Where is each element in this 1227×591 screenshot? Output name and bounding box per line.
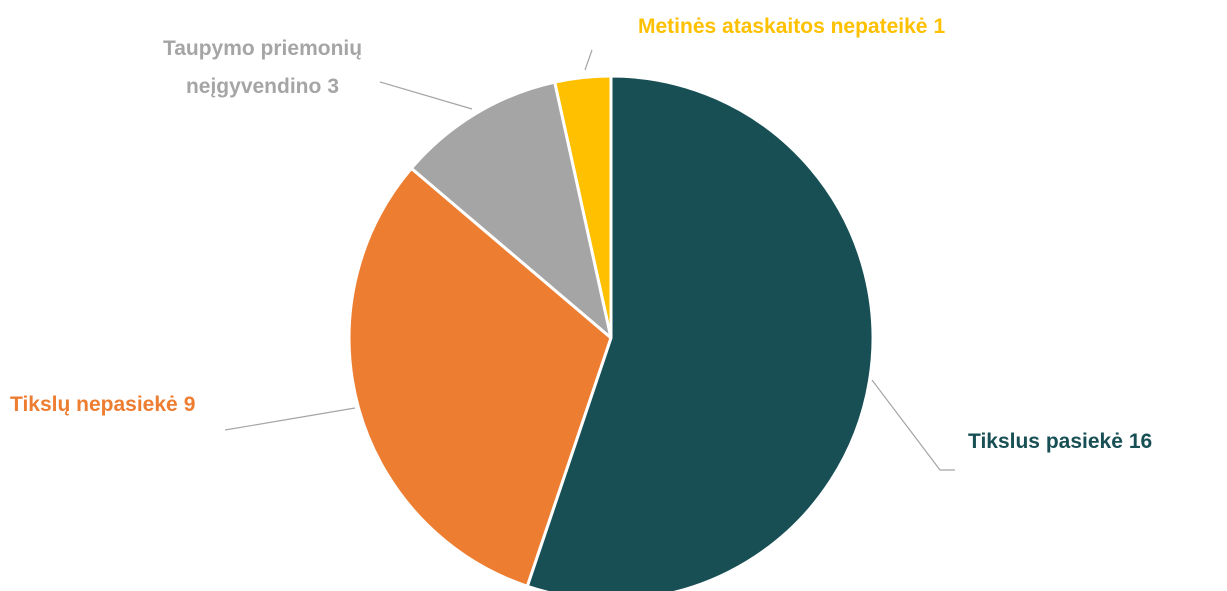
data-label: Metinės ataskaitos nepateikė 1 <box>638 8 945 46</box>
leader-line <box>584 49 593 71</box>
pie-slice <box>347 166 613 589</box>
category-label: Tikslus pasiekė <box>968 430 1123 453</box>
pie-slice <box>409 80 614 343</box>
leader-line <box>379 81 473 110</box>
leader-line <box>224 407 356 431</box>
data-label: Tikslus pasiekė 16 <box>968 423 1152 461</box>
leader-line <box>871 379 955 471</box>
category-label: Metinės ataskaitos nepateikė <box>638 15 928 38</box>
category-label: Tikslų nepasiekė <box>10 393 178 416</box>
value-label: 16 <box>1128 430 1153 453</box>
value-label: 3 <box>327 75 340 98</box>
value-label: 1 <box>933 15 946 38</box>
category-label: Taupymo priemonių neįgyvendino <box>162 37 363 98</box>
data-label: Tikslų nepasiekė 9 <box>10 386 195 424</box>
value-label: 9 <box>183 393 196 416</box>
pie-slice <box>525 74 875 591</box>
data-label: Taupymo priemonių neįgyvendino 3 <box>110 30 415 106</box>
